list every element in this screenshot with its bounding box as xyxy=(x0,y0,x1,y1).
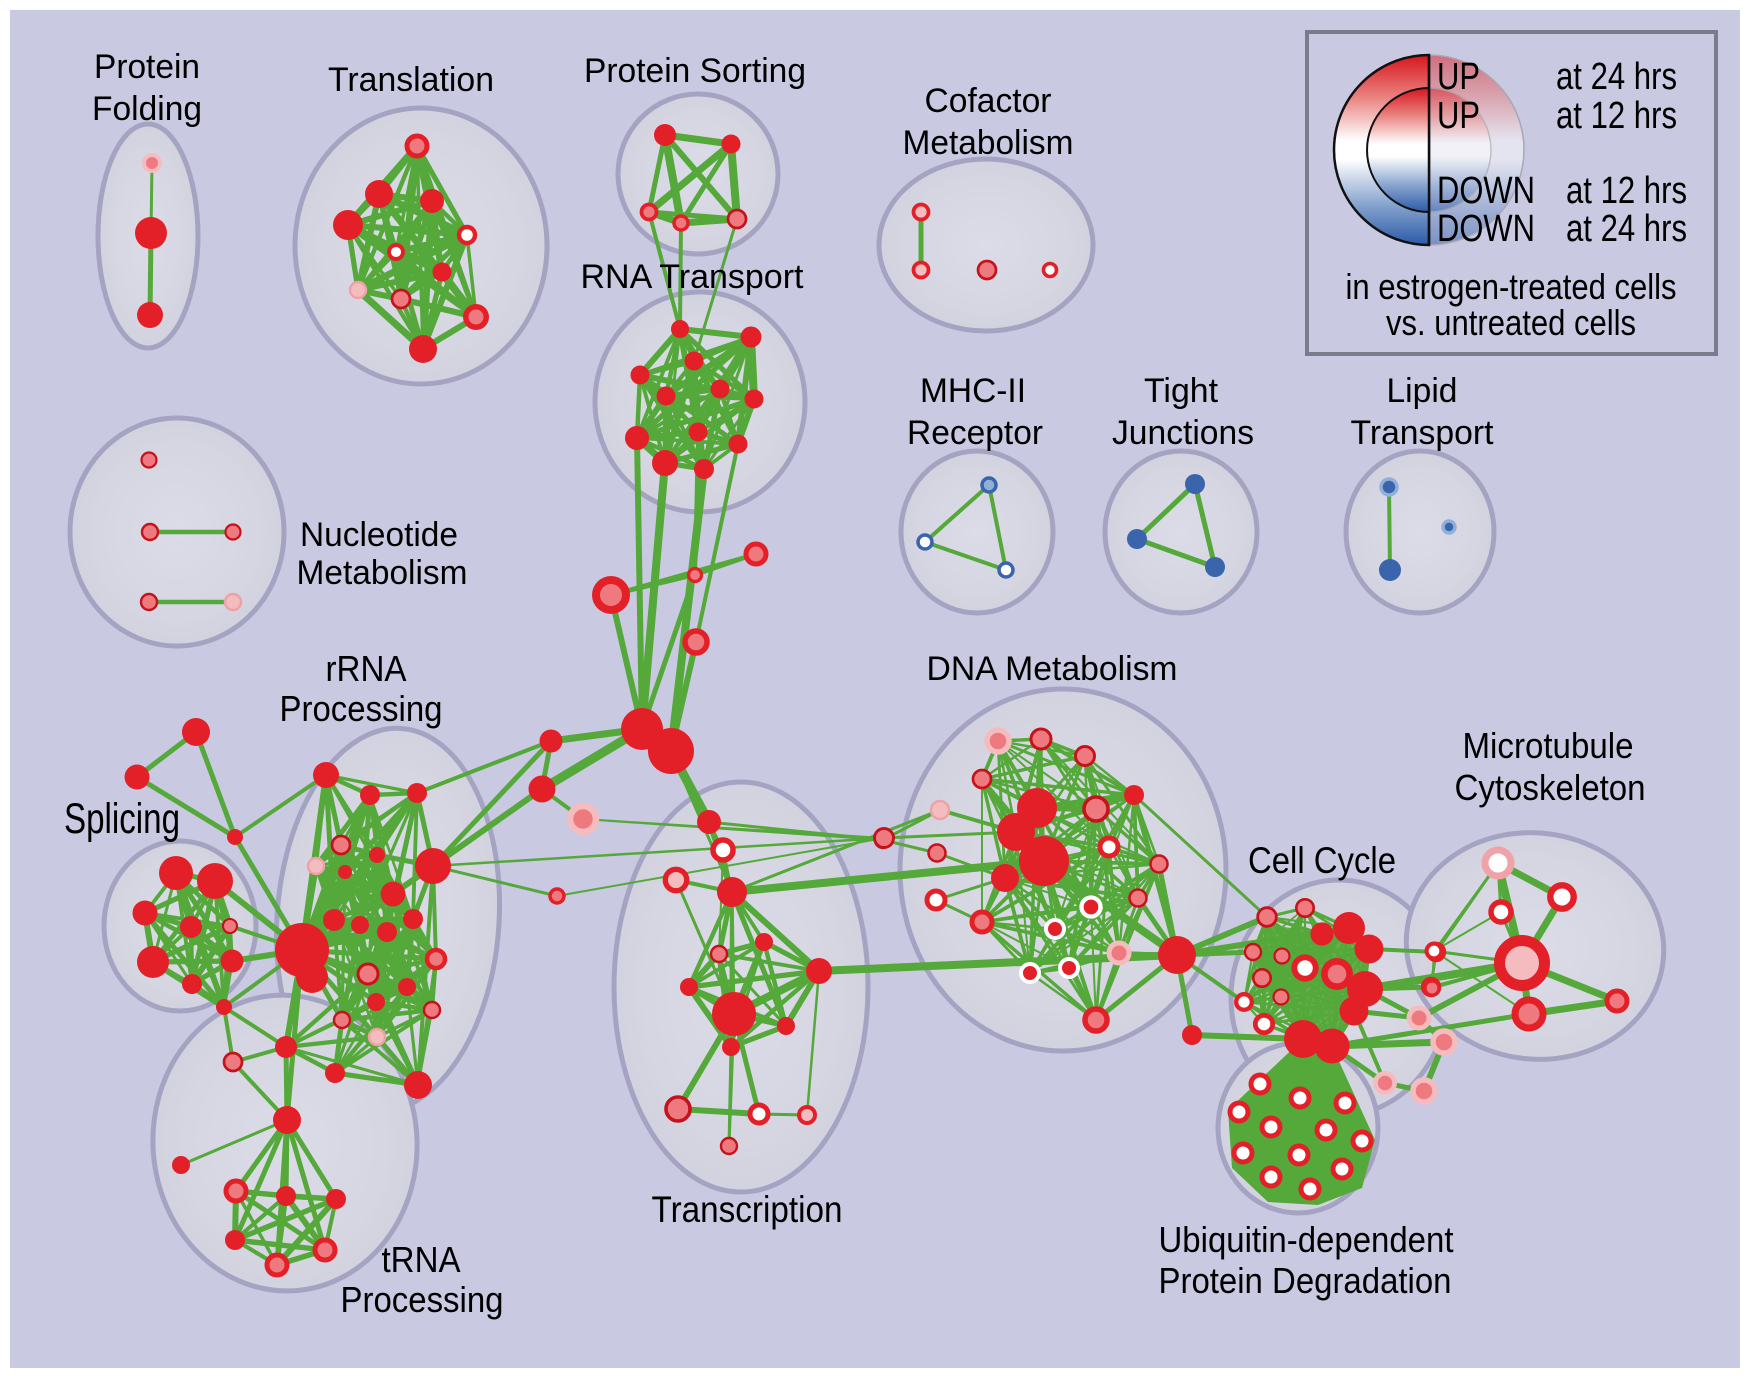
svg-text:Junctions: Junctions xyxy=(1112,414,1254,452)
svg-text:at 24 hrs: at 24 hrs xyxy=(1566,208,1687,250)
svg-text:tRNA: tRNA xyxy=(382,1239,461,1280)
svg-text:Cytoskeleton: Cytoskeleton xyxy=(1455,767,1646,808)
svg-text:Receptor: Receptor xyxy=(907,414,1043,452)
svg-text:Processing: Processing xyxy=(280,688,443,729)
svg-text:Lipid: Lipid xyxy=(1387,372,1458,410)
svg-text:Metabolism: Metabolism xyxy=(297,554,468,592)
svg-text:Protein: Protein xyxy=(94,48,200,86)
svg-text:Ubiquitin-dependent: Ubiquitin-dependent xyxy=(1159,1219,1454,1260)
svg-text:Folding: Folding xyxy=(92,90,202,128)
svg-text:Protein Degradation: Protein Degradation xyxy=(1159,1260,1452,1301)
svg-text:Cell Cycle: Cell Cycle xyxy=(1248,840,1396,881)
svg-text:Splicing: Splicing xyxy=(64,795,180,843)
svg-text:Tight: Tight xyxy=(1144,372,1218,410)
svg-text:at 12 hrs: at 12 hrs xyxy=(1556,95,1677,137)
svg-text:MHC-II: MHC-II xyxy=(920,372,1026,410)
svg-text:Transcription: Transcription xyxy=(652,1189,843,1230)
svg-text:Cofactor: Cofactor xyxy=(925,82,1052,120)
svg-text:UP: UP xyxy=(1437,56,1480,98)
svg-text:Translation: Translation xyxy=(328,61,494,99)
svg-text:DOWN: DOWN xyxy=(1437,208,1535,250)
svg-text:DOWN: DOWN xyxy=(1437,170,1535,212)
svg-text:rRNA: rRNA xyxy=(326,648,407,689)
svg-text:UP: UP xyxy=(1437,95,1480,137)
svg-text:Microtubule: Microtubule xyxy=(1463,725,1634,766)
svg-text:at 12 hrs: at 12 hrs xyxy=(1566,170,1687,212)
svg-text:Transport: Transport xyxy=(1351,414,1494,452)
svg-text:DNA Metabolism: DNA Metabolism xyxy=(927,650,1178,688)
svg-text:Processing: Processing xyxy=(341,1279,504,1320)
svg-text:Protein Sorting: Protein Sorting xyxy=(584,52,806,90)
svg-text:in estrogen-treated cells: in estrogen-treated cells xyxy=(1346,266,1677,307)
svg-text:Nucleotide: Nucleotide xyxy=(300,516,458,554)
svg-text:vs. untreated cells: vs. untreated cells xyxy=(1386,302,1636,343)
svg-text:at 24 hrs: at 24 hrs xyxy=(1556,56,1677,98)
svg-text:RNA Transport: RNA Transport xyxy=(581,258,804,296)
svg-text:Metabolism: Metabolism xyxy=(903,124,1074,162)
